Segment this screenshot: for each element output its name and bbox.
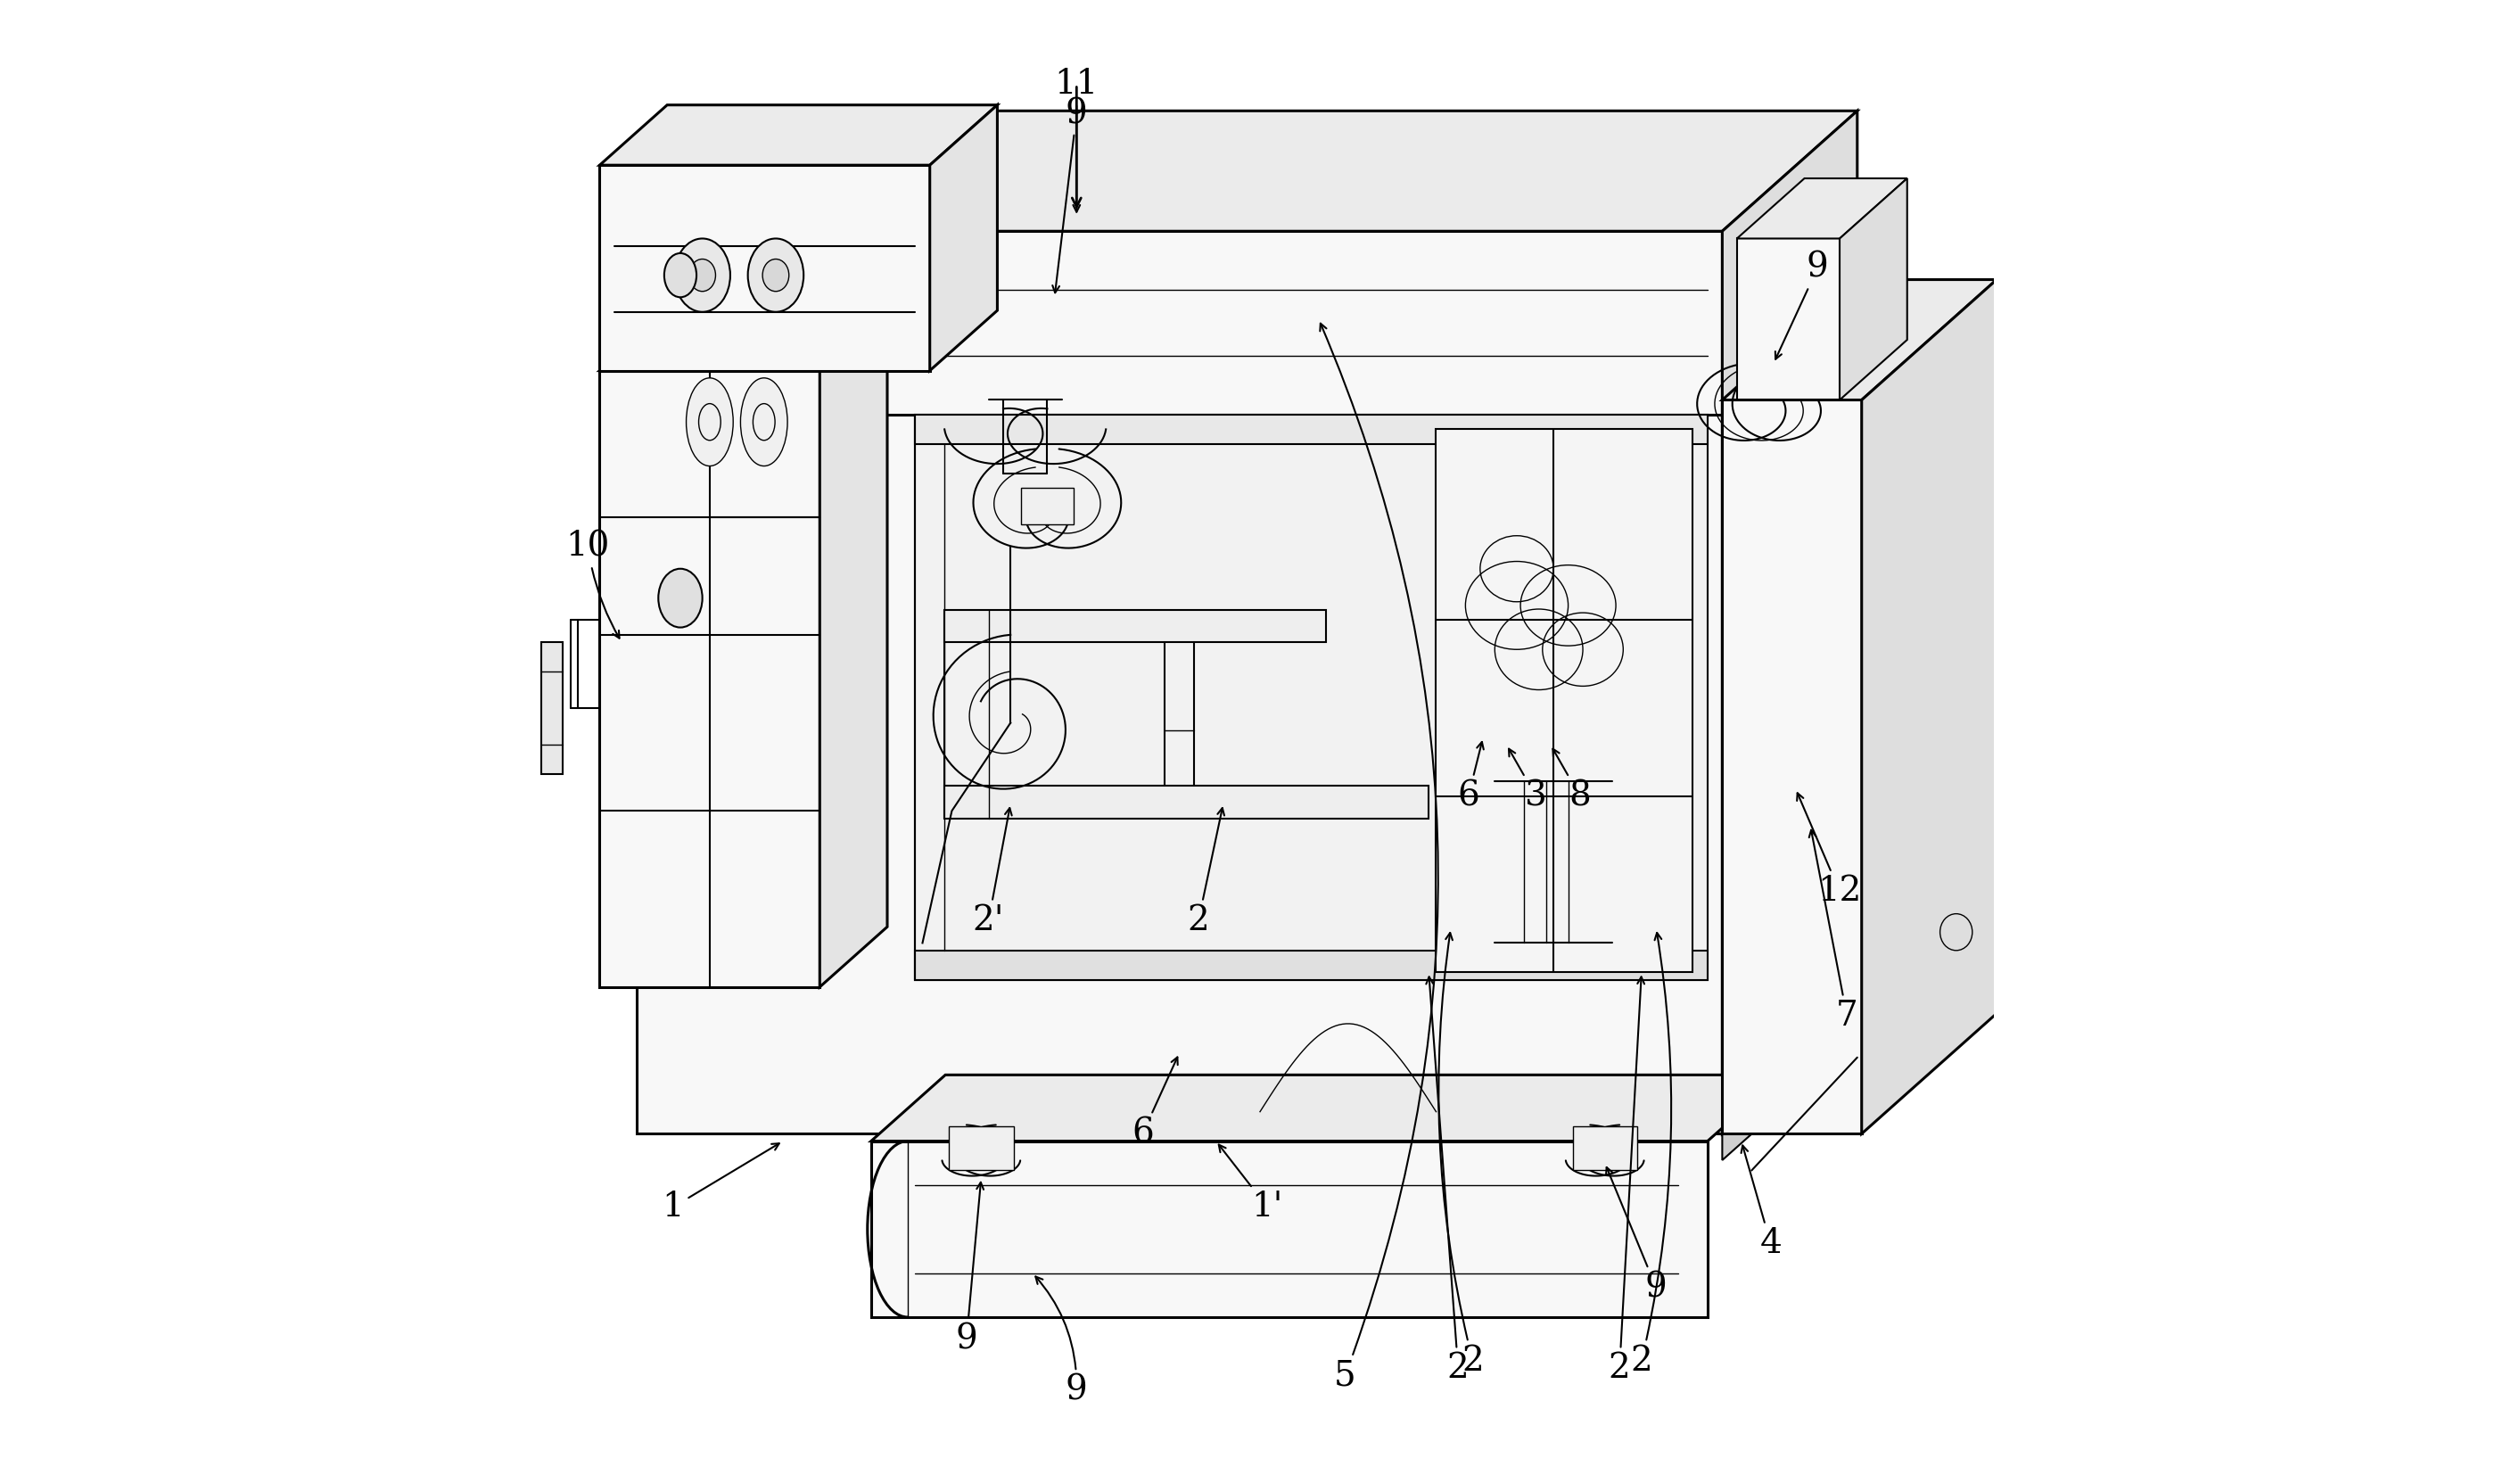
Text: 2: 2 <box>1439 932 1484 1378</box>
Polygon shape <box>1736 239 1840 400</box>
Ellipse shape <box>688 260 716 292</box>
Text: 1: 1 <box>663 1143 779 1224</box>
Text: 6: 6 <box>1131 1058 1177 1150</box>
Ellipse shape <box>748 239 804 311</box>
Text: 6: 6 <box>1457 742 1484 813</box>
Polygon shape <box>1721 400 1862 1134</box>
Text: 2': 2' <box>973 808 1013 938</box>
Text: 2: 2 <box>1426 976 1469 1385</box>
Polygon shape <box>600 370 819 987</box>
Polygon shape <box>1721 1013 1857 1161</box>
Polygon shape <box>542 642 562 774</box>
Ellipse shape <box>764 260 789 292</box>
Text: 2: 2 <box>1608 976 1646 1385</box>
Text: 9: 9 <box>955 1183 983 1356</box>
Polygon shape <box>799 232 1721 414</box>
Ellipse shape <box>658 569 703 627</box>
Ellipse shape <box>675 239 731 311</box>
Text: 4: 4 <box>1741 1146 1782 1260</box>
Text: 2: 2 <box>1630 932 1671 1378</box>
Polygon shape <box>600 105 998 165</box>
Polygon shape <box>799 111 1857 232</box>
Polygon shape <box>819 310 887 987</box>
Polygon shape <box>915 414 1709 979</box>
Text: 9: 9 <box>1053 97 1089 292</box>
Text: 1': 1' <box>1220 1145 1283 1224</box>
Polygon shape <box>915 950 1709 979</box>
Polygon shape <box>1721 111 1857 414</box>
Text: 9: 9 <box>1036 1276 1089 1407</box>
Polygon shape <box>945 786 1429 819</box>
Polygon shape <box>1436 429 1693 972</box>
Text: 10: 10 <box>567 530 620 639</box>
Polygon shape <box>950 1127 1013 1171</box>
Polygon shape <box>945 609 1326 642</box>
Polygon shape <box>1721 295 1857 1134</box>
Text: 12: 12 <box>1797 794 1862 909</box>
Polygon shape <box>915 414 1709 444</box>
Polygon shape <box>638 414 1721 1134</box>
Polygon shape <box>872 1142 1709 1317</box>
Polygon shape <box>1736 178 1908 239</box>
Polygon shape <box>600 165 930 370</box>
Ellipse shape <box>741 378 786 466</box>
Polygon shape <box>1840 178 1908 400</box>
Polygon shape <box>872 1075 1782 1142</box>
Ellipse shape <box>685 378 733 466</box>
Polygon shape <box>1572 1127 1638 1171</box>
Polygon shape <box>600 310 887 370</box>
Polygon shape <box>1862 280 1996 1134</box>
Polygon shape <box>1721 280 1996 400</box>
Text: 5: 5 <box>1320 323 1439 1392</box>
Polygon shape <box>638 295 1857 414</box>
Text: 2: 2 <box>1187 808 1225 938</box>
Text: 3: 3 <box>1509 749 1547 813</box>
Text: 7: 7 <box>1809 830 1857 1032</box>
Polygon shape <box>930 105 998 370</box>
Text: 9: 9 <box>1774 251 1830 358</box>
Polygon shape <box>1021 488 1074 525</box>
Text: 8: 8 <box>1552 749 1590 813</box>
Text: 11: 11 <box>1053 68 1099 212</box>
Text: 9: 9 <box>1605 1167 1668 1304</box>
Ellipse shape <box>665 254 696 298</box>
